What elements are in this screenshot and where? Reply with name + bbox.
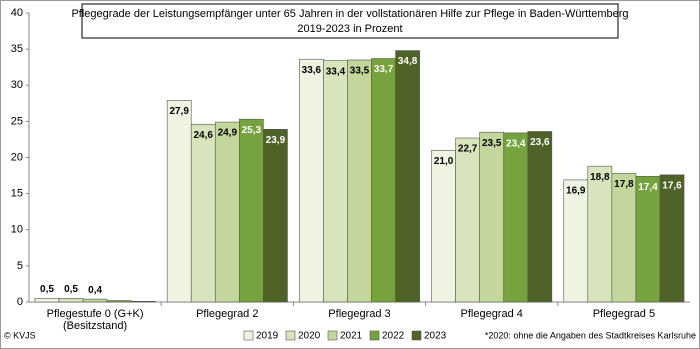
x-tick-label: Pflegegrad 2	[196, 308, 258, 320]
x-tick-label-line: Pflegestufe 0 (G+K)	[47, 308, 144, 320]
value-label: 16,9	[566, 186, 586, 197]
bar	[587, 165, 613, 303]
legend-label: 2019	[256, 331, 279, 342]
x-tick-label-line: (Besitzstand)	[63, 320, 127, 332]
x-tick-label-line: Pflegegrad 3	[328, 308, 390, 320]
bar	[263, 129, 288, 303]
value-label: 33,5	[350, 66, 370, 77]
bar	[239, 118, 264, 303]
bar	[431, 149, 456, 303]
y-tick-label: 5	[17, 260, 23, 272]
bar	[34, 298, 60, 303]
value-label: 33,6	[302, 65, 322, 76]
bar	[347, 59, 372, 303]
bar	[82, 298, 108, 303]
bar	[563, 179, 589, 303]
bar	[106, 300, 132, 303]
legend-swatch	[411, 330, 422, 341]
bar	[130, 300, 156, 303]
y-tick-label: 35	[11, 43, 23, 55]
chart-subtitle: 2019-2023 in Prozent	[297, 23, 402, 35]
y-tick-label: 20	[11, 151, 23, 163]
bar	[371, 58, 396, 303]
legend-label: 2021	[340, 331, 363, 342]
value-label: 17,4	[638, 182, 658, 193]
value-label: 33,4	[326, 66, 346, 77]
bar	[190, 123, 216, 303]
value-label: 17,8	[614, 179, 634, 190]
value-label: 22,7	[458, 144, 478, 155]
value-label: 21,0	[434, 156, 454, 167]
bar	[527, 131, 553, 303]
legend-swatch	[285, 330, 296, 341]
value-label: 23,9	[266, 135, 286, 146]
title-box	[81, 3, 619, 39]
bar	[214, 121, 240, 303]
chart-title: Pflegegrade der Leistungsempfänger unter…	[71, 8, 628, 20]
bar	[611, 173, 637, 303]
legend-swatch	[369, 330, 380, 341]
value-label: 33,7	[374, 64, 394, 75]
bar	[455, 137, 480, 303]
legend-swatch	[327, 330, 338, 341]
bar	[323, 60, 348, 303]
bar	[166, 100, 192, 303]
y-tick-label: 10	[11, 224, 23, 236]
legend-label: 2020	[298, 331, 321, 342]
y-tick-label: 25	[11, 115, 23, 127]
value-label: 18,8	[590, 172, 610, 183]
value-label: 17,6	[662, 180, 682, 191]
x-tick-label-line: Pflegegrad 4	[461, 308, 523, 320]
y-tick-label: 30	[11, 79, 23, 91]
bar	[635, 175, 661, 303]
bar	[503, 132, 529, 303]
bar	[479, 131, 505, 303]
y-tick-label: 15	[11, 188, 23, 200]
value-label: 0,4	[88, 285, 102, 296]
x-tick-label: Pflegestufe 0 (G+K) (Besitzstand)	[47, 308, 144, 332]
bar	[659, 174, 685, 303]
legend-label: 2023	[424, 331, 447, 342]
y-tick-label: 40	[11, 7, 23, 19]
value-label: 23,5	[482, 138, 502, 149]
x-tick-label: Pflegegrad 4	[461, 308, 523, 320]
value-label: 25,3	[242, 125, 262, 136]
bar	[58, 298, 84, 303]
x-tick-label-line: Pflegegrad 2	[196, 308, 258, 320]
value-label: 24,6	[194, 130, 214, 141]
legend-label: 2022	[382, 331, 405, 342]
x-tick-label-line: Pflegegrad 5	[593, 308, 655, 320]
value-label: 23,6	[530, 137, 550, 148]
x-tick-label: Pflegegrad 3	[328, 308, 390, 320]
x-tick-label: Pflegegrad 5	[593, 308, 655, 320]
legend-swatch	[243, 330, 254, 341]
bar	[395, 50, 420, 303]
value-label: 23,4	[506, 139, 526, 150]
value-label: 0,5	[64, 284, 78, 295]
value-label: 24,9	[218, 128, 238, 139]
bar	[299, 58, 324, 303]
value-label: 34,8	[398, 56, 418, 67]
value-label: 27,9	[169, 106, 189, 117]
value-label: 0,5	[40, 284, 54, 295]
y-tick-label: 0	[17, 296, 23, 308]
footnote: *2020: ohne die Angaben des Stadtkreises…	[485, 330, 696, 340]
source: © KVJS	[4, 330, 36, 340]
